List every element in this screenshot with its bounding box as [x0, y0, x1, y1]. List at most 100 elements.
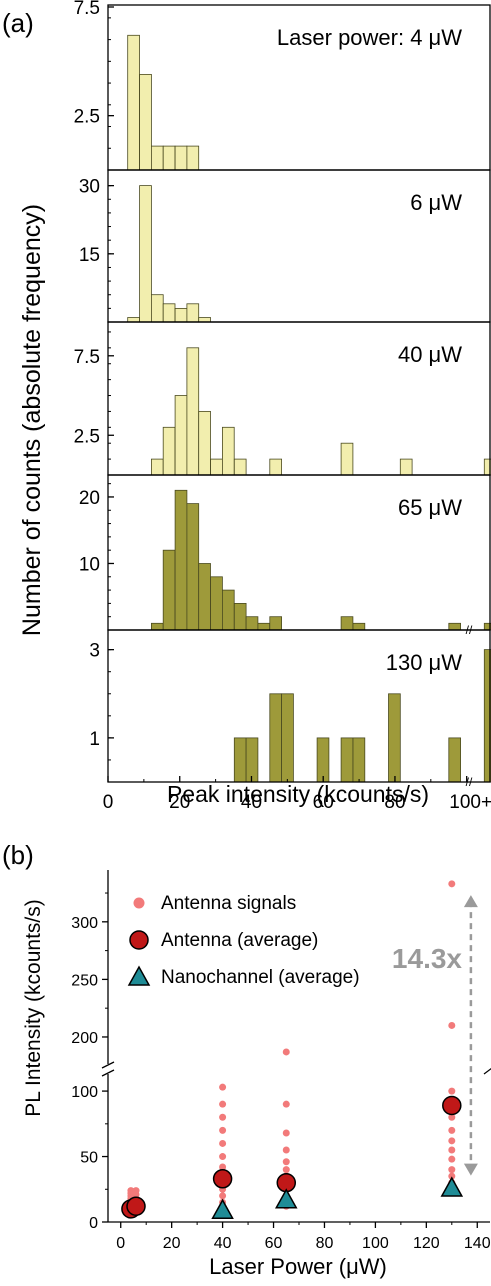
histogram-bar: [150, 458, 164, 476]
histogram-bar: [186, 347, 200, 476]
panel-a-label: (a): [2, 8, 34, 38]
signal-point: [448, 1113, 456, 1121]
y-tick-label: 7.5: [74, 347, 100, 368]
histogram-bar: [174, 395, 188, 476]
histogram-bar: [245, 737, 259, 783]
histogram-bar: [233, 737, 247, 783]
y-tick-label: 1: [89, 729, 100, 750]
y-tick-label: 10: [79, 554, 100, 575]
histogram-bar: [198, 317, 211, 323]
signal-point: [448, 1155, 456, 1163]
y-tick-label: 100: [71, 1084, 98, 1101]
x-tick-label: 80: [316, 1235, 334, 1252]
histogram-bar: [269, 616, 282, 631]
signal-point: [282, 1100, 290, 1108]
annotation-arrow-head-down: [463, 1163, 478, 1176]
annotation-arrow-head-up: [463, 895, 478, 908]
axis-break-mark: [101, 1069, 115, 1077]
axis-break-mark: //: [466, 775, 473, 789]
histogram-bar: [352, 622, 366, 631]
average-point: [212, 1169, 233, 1189]
y-tick-label: 2.5: [74, 426, 100, 447]
y-tick-label: 3: [89, 641, 100, 662]
signal-point: [448, 1021, 456, 1029]
y-tick-label: 0: [89, 1215, 98, 1232]
histogram-bar: [221, 426, 235, 476]
y-tick-label: 50: [80, 1150, 98, 1167]
histogram-bar: [174, 489, 188, 631]
histogram-bar: [352, 737, 366, 783]
signal-point: [219, 1192, 227, 1200]
scatter-plot: 0 50 100 200 250 300 0 20 40 60 80 100 120 140 14.3x An…: [71, 870, 491, 1252]
nanochannel-point: [274, 1188, 298, 1209]
histogram-bar: [221, 589, 235, 631]
histogram-bar: [150, 294, 164, 323]
histogram-bar: [269, 693, 282, 783]
histogram-bar: [269, 458, 282, 476]
y-tick-label: 30: [79, 177, 100, 198]
average-point: [126, 1196, 146, 1217]
histogram-bar: [198, 563, 211, 631]
x-tick-label: 40: [214, 1235, 232, 1252]
axis-break-mark: [101, 1061, 115, 1069]
signal-point: [282, 1166, 290, 1174]
histogram-title: 130 μW: [386, 650, 462, 675]
histogram-bar: [139, 185, 152, 323]
panel-b-label: (b): [2, 840, 34, 870]
histogram-bar: [210, 576, 223, 631]
histogram-bar: [186, 303, 200, 323]
legend-label: Nanochannel (average): [161, 967, 360, 988]
y-tick-label: 20: [79, 488, 100, 509]
histogram-bar: [150, 145, 164, 171]
histogram-bar: [340, 616, 354, 631]
histogram-bar: [233, 603, 247, 631]
signal-point: [282, 1146, 290, 1154]
x-tick-label: 100: [362, 1235, 389, 1252]
histogram-bar: [245, 616, 259, 631]
x-tick-label: 20: [169, 792, 190, 813]
histogram-bar: [198, 410, 211, 476]
histogram-bar: [448, 622, 461, 631]
histogram-bar: [316, 737, 330, 783]
histogram-bar: [210, 458, 223, 476]
signal-point: [448, 1087, 456, 1095]
histogram-bar: [448, 737, 461, 783]
histogram-bar: [162, 549, 176, 631]
panel-a-xlabel: Peak intensity (kcounts/s): [167, 781, 429, 807]
signal-point: [448, 1172, 456, 1180]
histogram-title: 65 μW: [398, 495, 462, 520]
annotation-ratio: 14.3x: [392, 943, 462, 974]
legend-marker-nanochannel: [127, 965, 151, 986]
x-tick-label: 80: [384, 792, 405, 813]
x-tick-label: 100+: [449, 792, 491, 813]
signal-point: [448, 1126, 456, 1134]
signal-point: [448, 880, 456, 888]
legend-label: Antenna signals: [161, 893, 296, 914]
signal-point: [219, 1163, 227, 1171]
panel-b-ylabel: PL Intensity (kcounts/s): [22, 899, 45, 1116]
signal-point: [219, 1153, 227, 1161]
histogram-bar: [162, 426, 176, 476]
x-tick-label: 40: [241, 792, 262, 813]
panel-a-ylabel: Number of counts (absolute frequency): [18, 204, 46, 636]
signal-point: [448, 1137, 456, 1145]
signal-point: [219, 1100, 227, 1108]
histogram-bar: [139, 74, 152, 171]
x-tick-label: 140: [464, 1235, 491, 1252]
legend-label: Antenna (average): [161, 930, 318, 951]
y-tick-label: 15: [79, 245, 100, 266]
histogram-bar: [162, 303, 176, 323]
x-tick-label: 20: [163, 1235, 181, 1252]
histogram-title: 40 μW: [398, 342, 462, 367]
histogram-title: 6 μW: [410, 190, 462, 215]
histogram-title: Laser power: 4 μW: [277, 25, 462, 50]
y-tick-label: 200: [71, 1030, 98, 1047]
histogram-bar: [281, 693, 294, 783]
histogram-bar: [257, 622, 271, 631]
signal-point: [282, 1158, 290, 1166]
x-tick-label: 0: [116, 1235, 125, 1252]
nanochannel-point: [440, 1176, 464, 1197]
signal-point: [448, 1146, 456, 1154]
